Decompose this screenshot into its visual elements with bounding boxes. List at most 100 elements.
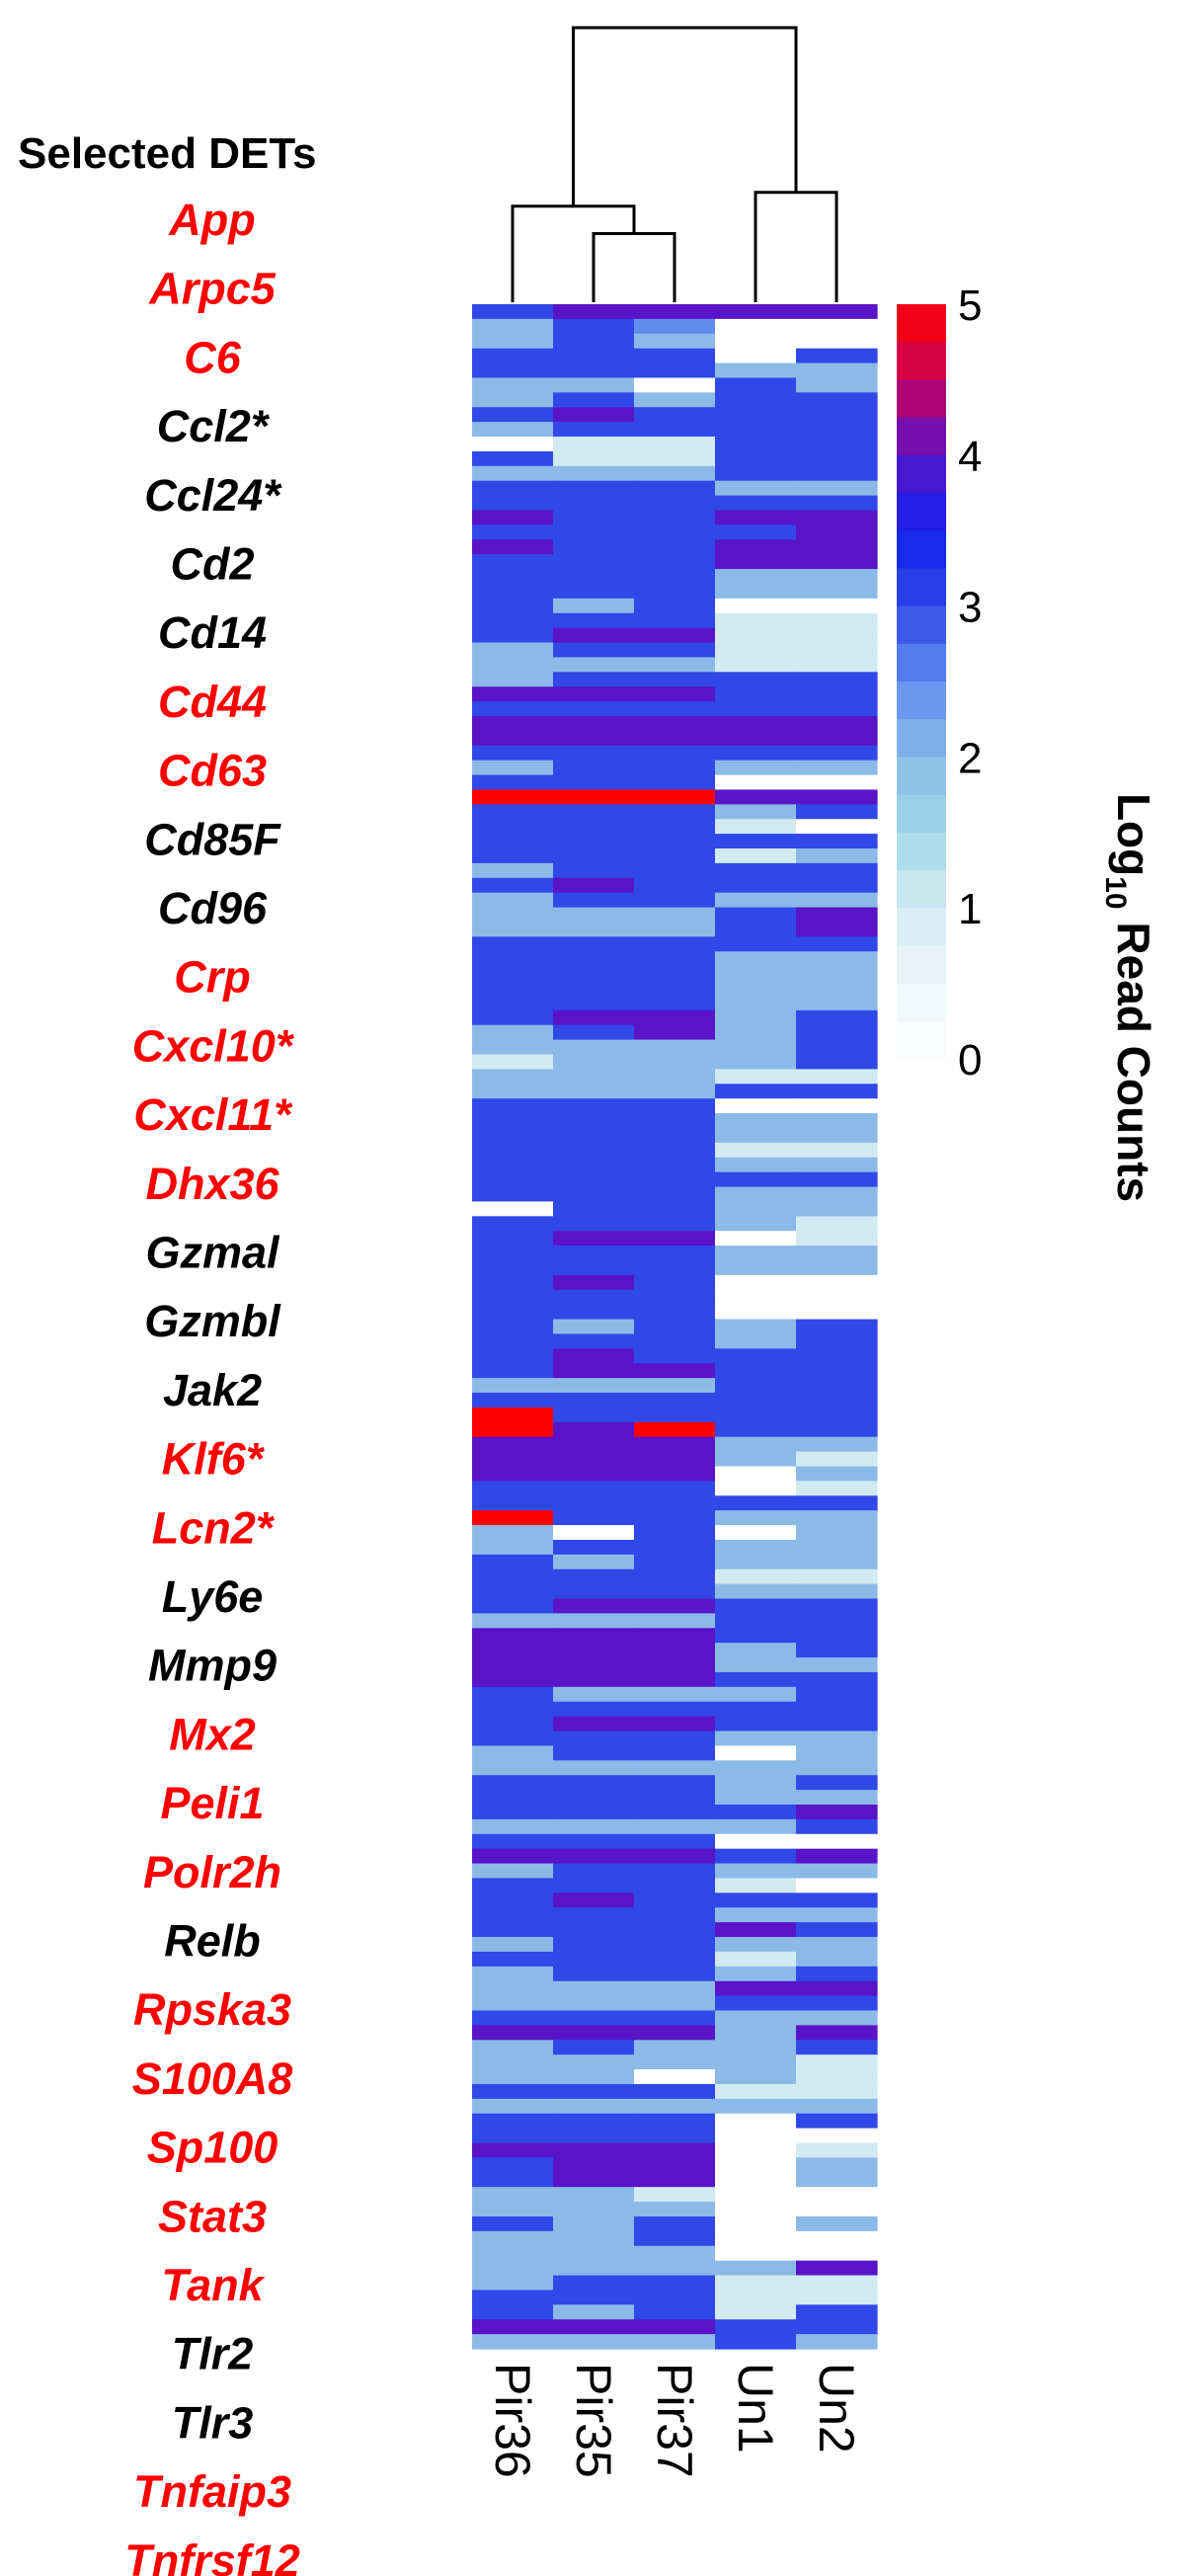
heatmap-cell	[715, 304, 797, 320]
heatmap-cell	[715, 1966, 797, 1982]
heatmap-cell	[796, 1084, 878, 1099]
heatmap-cell	[634, 1451, 716, 1468]
heatmap-cell	[472, 2172, 554, 2188]
heatmap-cell	[472, 1054, 554, 1070]
heatmap-cell	[796, 672, 878, 687]
heatmap-cell	[472, 1407, 554, 1423]
heatmap-cell	[472, 437, 554, 452]
heatmap-cell	[715, 730, 797, 747]
heatmap-cell	[634, 877, 716, 894]
heatmap-cell	[634, 318, 716, 335]
heatmap-cell	[472, 2069, 554, 2085]
chart-title: Selected DETs	[18, 129, 316, 178]
heatmap-cell	[472, 1304, 554, 1321]
heatmap-cell	[796, 1348, 878, 1364]
heatmap-cell	[553, 1833, 635, 1850]
heatmap-cell	[472, 672, 554, 687]
heatmap-cell	[634, 1790, 716, 1806]
gene-label: Crp	[174, 952, 251, 1003]
heatmap-cell	[796, 1701, 878, 1718]
heatmap-cell	[634, 907, 716, 924]
heatmap-cell	[715, 465, 797, 482]
heatmap-cell	[634, 1951, 716, 1968]
heatmap-cell	[634, 1421, 716, 1438]
gene-label: Ly6e	[162, 1571, 264, 1622]
heatmap-cell	[634, 2260, 716, 2277]
heatmap-cell	[553, 407, 635, 423]
heatmap-cell	[796, 1775, 878, 1791]
heatmap-cell	[634, 1319, 716, 1335]
heatmap-cell	[796, 1790, 878, 1806]
heatmap-cell	[472, 2128, 554, 2144]
heatmap-cell	[634, 612, 716, 629]
heatmap-cell	[472, 834, 554, 849]
heatmap-cell	[553, 819, 635, 835]
heatmap-cell	[715, 1878, 797, 1893]
heatmap-cell	[553, 907, 635, 924]
heatmap-cell	[796, 2172, 878, 2188]
heatmap-cell	[715, 2260, 797, 2277]
heatmap-cell	[634, 1216, 716, 1232]
colorbar-segment	[897, 908, 946, 946]
heatmap-cell	[715, 1009, 797, 1026]
heatmap-cell	[634, 1804, 716, 1820]
heatmap-cell	[553, 922, 635, 937]
heatmap-cell	[796, 1363, 878, 1379]
heatmap-cell	[715, 1451, 797, 1468]
heatmap-cell	[715, 745, 797, 762]
sample-dendrogram	[511, 26, 838, 302]
gene-label: Cxcl10*	[132, 1020, 295, 1071]
heatmap-cell	[472, 642, 554, 659]
heatmap-cell	[553, 1231, 635, 1247]
dendrogram-branch	[572, 26, 798, 206]
heatmap-cell	[715, 1333, 797, 1349]
heatmap-cell	[472, 1157, 554, 1173]
heatmap-cell	[715, 819, 797, 835]
colorbar-tick: 0	[958, 1036, 982, 1085]
heatmap-cell	[715, 2054, 797, 2070]
heatmap-cell	[553, 2142, 635, 2158]
heatmap-cell	[553, 1628, 635, 1644]
heatmap-cell	[796, 1731, 878, 1747]
heatmap-cell	[472, 1393, 554, 1409]
heatmap-cell	[715, 1775, 797, 1791]
heatmap-cell	[715, 877, 797, 894]
heatmap-cell	[796, 598, 878, 614]
gene-label: Tlr3	[172, 2397, 254, 2448]
color-scale-bar	[897, 304, 946, 1060]
heatmap-cell	[553, 1009, 635, 1026]
colorbar-tick: 2	[958, 734, 982, 782]
heatmap-cell	[553, 1084, 635, 1099]
heatmap-cell	[715, 1481, 797, 1496]
heatmap-cell	[715, 1525, 797, 1541]
dendrogram-branch	[511, 204, 636, 302]
heatmap-cell	[634, 1127, 716, 1144]
heatmap-cell	[634, 701, 716, 717]
gene-label: Mmp9	[148, 1641, 277, 1691]
heatmap-cell	[796, 1495, 878, 1511]
heatmap-cell	[715, 1436, 797, 1453]
heatmap-cell	[796, 1966, 878, 1982]
heatmap-cell	[715, 1466, 797, 1482]
heatmap-cell	[715, 642, 797, 659]
heatmap-cell	[715, 1127, 797, 1144]
heatmap-cell	[472, 1628, 554, 1644]
heatmap-cell	[715, 715, 797, 732]
heatmap-cell	[634, 583, 716, 600]
heatmap-cell	[796, 1319, 878, 1335]
heatmap-cell	[472, 1421, 554, 1438]
heatmap-cell	[796, 1863, 878, 1880]
heatmap-cell	[553, 951, 635, 967]
heatmap-cell	[472, 1084, 554, 1099]
heatmap-cell	[634, 1113, 716, 1129]
heatmap-cell	[796, 1643, 878, 1658]
heatmap-cell	[634, 1378, 716, 1394]
heatmap-cell	[472, 627, 554, 644]
heatmap-cell	[634, 348, 716, 364]
heatmap-cell	[796, 1378, 878, 1394]
heatmap-cell	[796, 2128, 878, 2144]
heatmap-cell	[796, 2304, 878, 2320]
colorbar-segment	[897, 832, 946, 871]
gene-label: Tank	[161, 2260, 265, 2310]
heatmap-cell	[796, 981, 878, 997]
